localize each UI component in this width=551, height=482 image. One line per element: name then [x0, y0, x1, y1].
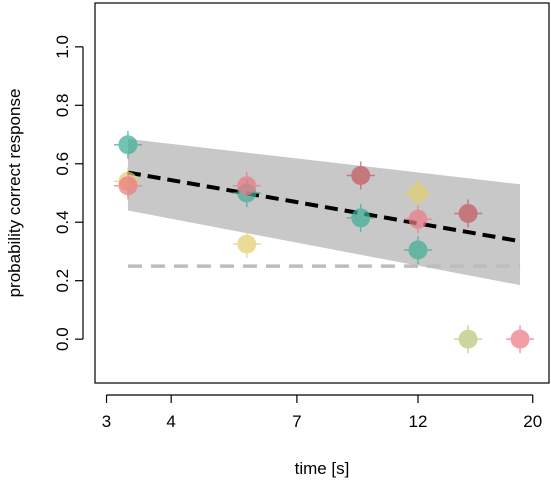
y-tick-label: 0.0: [53, 327, 72, 351]
data-point: [346, 161, 375, 190]
y-tick-label: 1.0: [53, 35, 72, 59]
y-tick-label: 0.2: [53, 269, 72, 293]
point-marker: [118, 176, 138, 196]
data-point: [113, 130, 142, 159]
data-point: [454, 325, 483, 354]
x-tick-label: 20: [523, 412, 542, 431]
point-marker: [237, 176, 257, 196]
data-point: [454, 199, 483, 228]
point-marker: [510, 329, 530, 349]
x-tick-label: 4: [166, 412, 175, 431]
y-tick-label: 0.4: [53, 210, 72, 234]
point-marker: [458, 203, 478, 223]
point-marker: [118, 135, 138, 155]
x-tick-label: 7: [292, 412, 301, 431]
point-marker: [408, 240, 428, 260]
data-point: [113, 171, 142, 200]
plot-frame: [94, 2, 550, 384]
point-marker: [351, 165, 371, 185]
point-marker: [408, 209, 428, 229]
y-tick-label: 0.8: [53, 93, 72, 117]
data-point: [232, 230, 261, 259]
point-marker: [351, 208, 371, 228]
data-point: [232, 171, 261, 200]
fit-line: [127, 170, 521, 244]
y-tick-label: 0.6: [53, 152, 72, 176]
point-marker: [458, 329, 478, 349]
data-point: [403, 205, 432, 234]
point-marker: [408, 183, 428, 203]
data-point: [346, 203, 375, 232]
x-tick-label: 12: [409, 412, 428, 431]
x-tick-label: 3: [102, 412, 111, 431]
data-point: [506, 325, 535, 354]
y-axis-title: probability correct response: [5, 89, 24, 298]
x-axis-title: time [s]: [295, 459, 350, 478]
point-marker: [237, 234, 257, 254]
data-point: [403, 236, 432, 264]
data-point: [403, 179, 432, 207]
